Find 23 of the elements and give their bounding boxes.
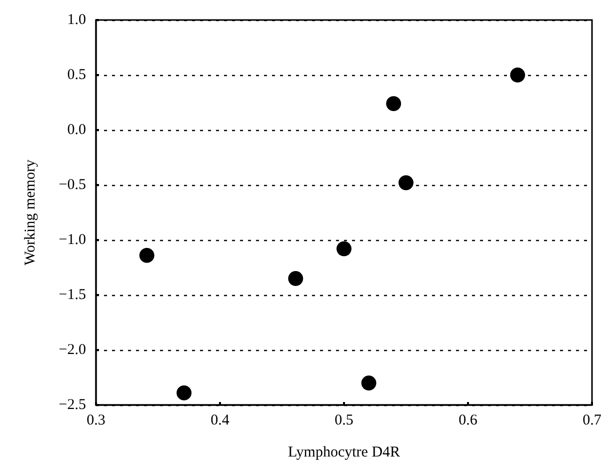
y-tick-label: 1.0	[67, 12, 86, 28]
y-tick-label: −2.5	[58, 397, 86, 413]
y-tick-label: 0.0	[67, 122, 86, 138]
x-tick-label: 0.3	[86, 412, 106, 428]
y-tick-label: −0.5	[58, 177, 86, 193]
point	[176, 385, 192, 400]
y-axis-title: Working memory	[22, 159, 38, 266]
x-tick-label: 0.6	[458, 412, 478, 428]
y-tick-label: 0.5	[67, 67, 86, 83]
y-tick-label: −1.0	[58, 232, 86, 248]
point	[386, 96, 402, 112]
point	[336, 241, 352, 256]
x-tick-label: 0.4	[210, 412, 230, 428]
point	[288, 271, 304, 286]
x-tick-label: 0.7	[582, 412, 602, 428]
x-axis-title: Lymphocytre D4R	[288, 444, 400, 460]
y-tick-label: −2.0	[58, 342, 86, 358]
point	[361, 376, 376, 390]
point	[398, 175, 414, 190]
point	[139, 248, 154, 263]
point	[510, 68, 526, 82]
y-tick-label: −1.5	[58, 287, 86, 303]
x-tick-label: 0.5	[334, 412, 354, 428]
